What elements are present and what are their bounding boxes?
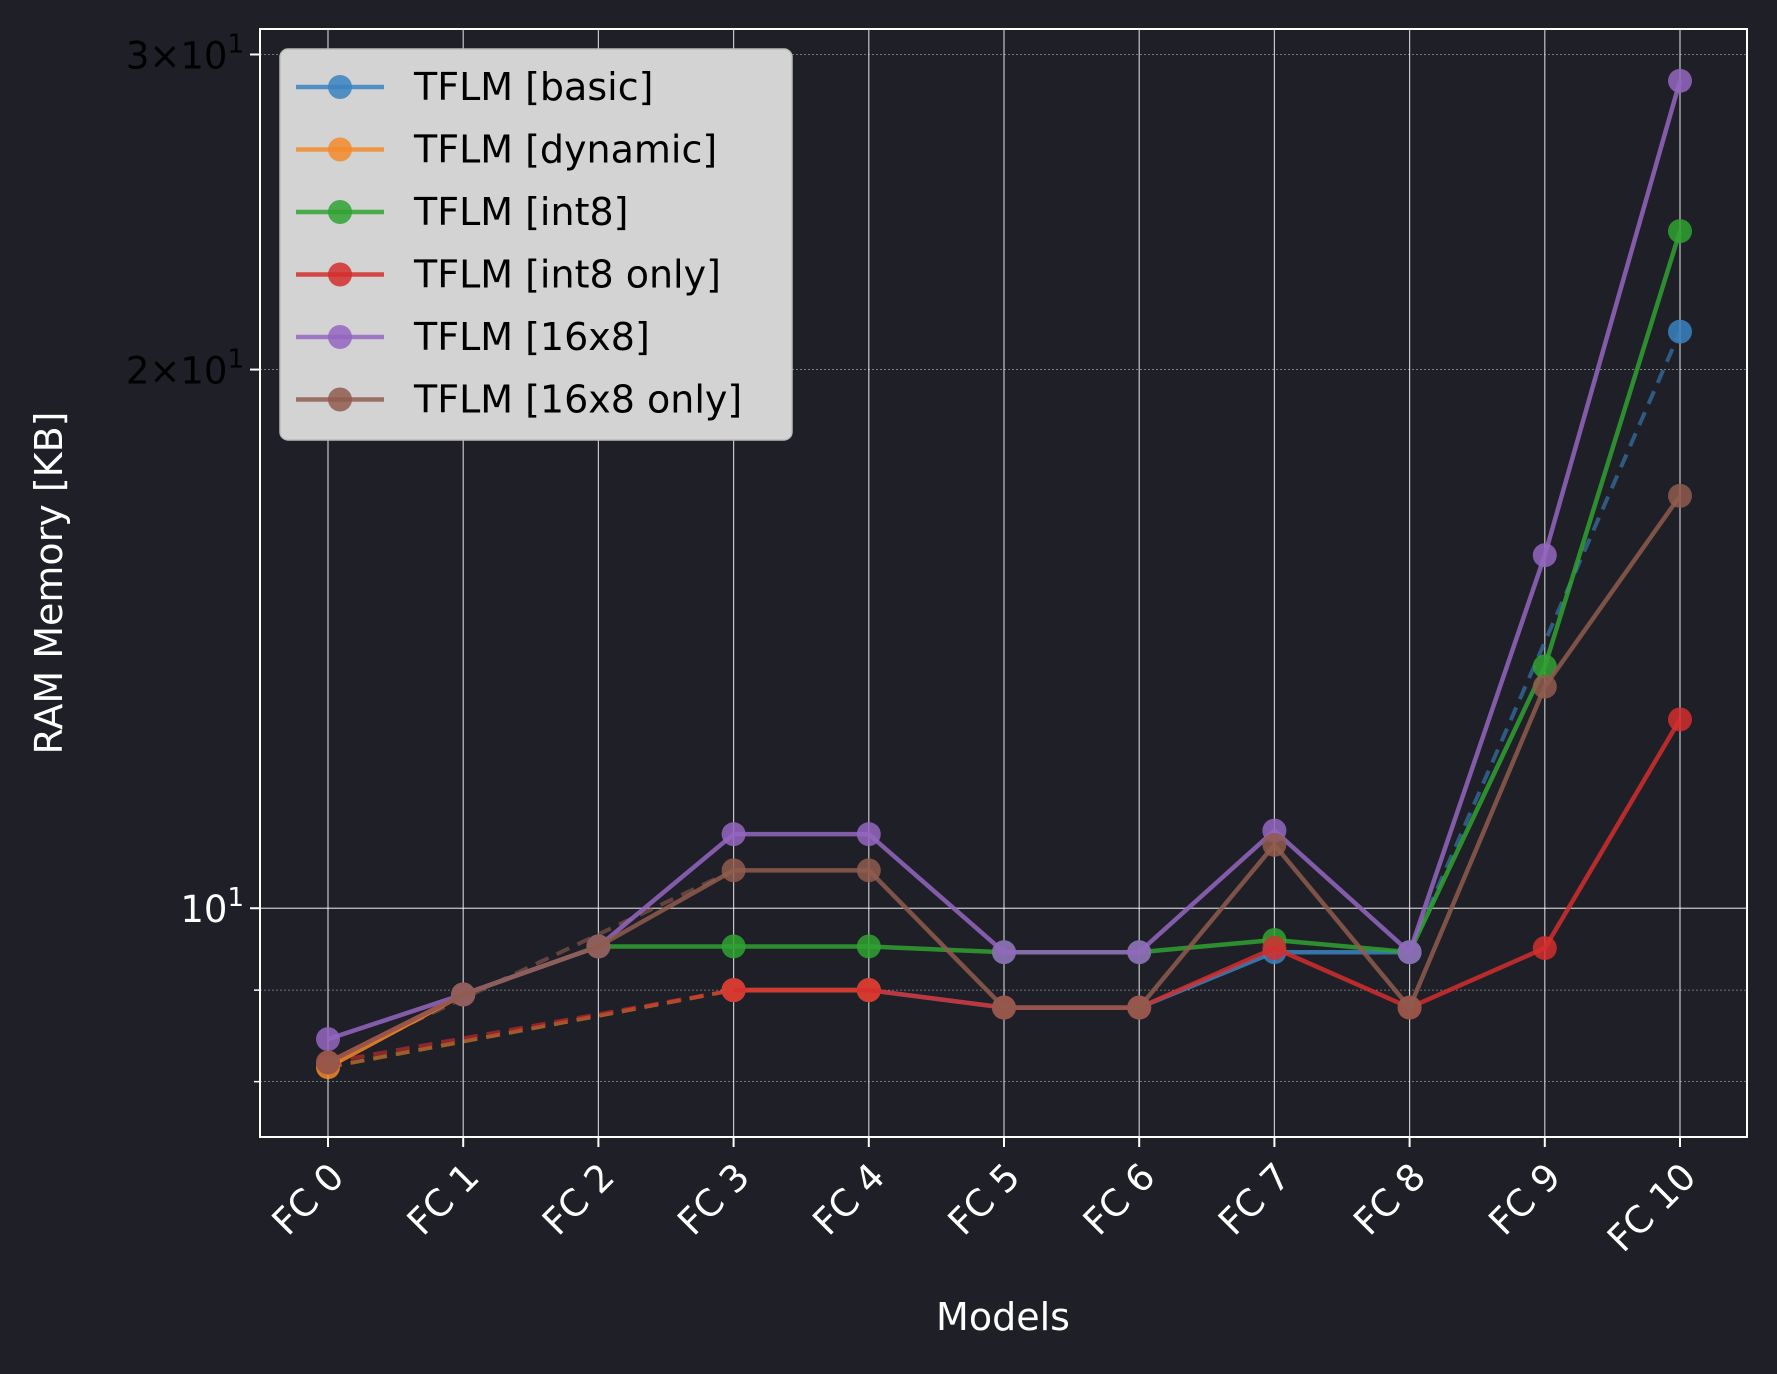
data-point: [316, 1050, 340, 1075]
legend-marker: [328, 200, 352, 224]
data-point: [1397, 995, 1422, 1020]
legend-label: TFLM [int8 only]: [413, 253, 721, 297]
data-point: [992, 995, 1016, 1020]
data-point: [1262, 936, 1287, 961]
data-point: [1668, 319, 1692, 344]
data-point: [856, 978, 881, 1003]
x-axis-label: Models: [936, 1295, 1070, 1339]
data-point: [721, 858, 746, 883]
data-point: [1668, 68, 1692, 93]
legend-label: TFLM [basic]: [413, 65, 653, 109]
legend-marker: [328, 262, 352, 287]
legend-label: TFLM [16x8 only]: [413, 378, 742, 422]
data-point: [1532, 543, 1557, 568]
legend-marker: [328, 137, 352, 162]
data-point: [1532, 674, 1557, 699]
data-point: [856, 858, 881, 883]
data-point: [1532, 654, 1557, 679]
legend-marker: [328, 75, 352, 99]
data-point: [992, 940, 1016, 965]
legend-label: TFLM [dynamic]: [413, 128, 717, 172]
legend-marker: [328, 325, 352, 349]
y-tick-label: 3×101: [126, 29, 244, 77]
data-point: [1127, 940, 1152, 965]
data-point: [721, 822, 746, 847]
data-point: [1668, 219, 1692, 244]
legend-marker: [328, 387, 352, 412]
data-point: [721, 978, 746, 1003]
data-point: [1532, 936, 1557, 961]
legend-label: TFLM [int8]: [413, 190, 628, 234]
legend-item: TFLM [dynamic]: [296, 128, 717, 172]
legend-item: TFLM [16x8]: [296, 315, 650, 359]
data-point: [451, 982, 476, 1007]
data-point: [1262, 832, 1287, 857]
legend: TFLM [basic] TFLM [dynamic] TFLM [int8] TFL…: [279, 48, 793, 441]
legend-item: TFLM [int8]: [296, 190, 628, 234]
legend-label: TFLM [16x8]: [413, 315, 650, 359]
legend-item: TFLM [int8 only]: [296, 253, 721, 297]
y-tick-label: 2×101: [126, 345, 244, 393]
y-axis-label: RAM Memory [KB]: [27, 412, 71, 755]
series-line: [733, 718, 1682, 1010]
legend-box: [279, 48, 793, 441]
legend-item: TFLM [16x8 only]: [296, 378, 742, 422]
dashed-segment: [1407, 330, 1682, 953]
data-point: [721, 934, 746, 959]
data-point: [856, 822, 881, 847]
data-point: [1668, 707, 1692, 732]
data-point: [1397, 940, 1422, 965]
data-point: [316, 1027, 340, 1052]
data-point: [1668, 483, 1692, 508]
data-point: [856, 934, 881, 959]
series-layer: [316, 68, 1692, 1080]
series-tflm-16x8-only: [316, 483, 1692, 1075]
legend-item: TFLM [basic]: [296, 65, 653, 109]
y-tick-label: 101: [180, 883, 244, 931]
data-point: [586, 934, 611, 959]
data-point: [1127, 995, 1152, 1020]
